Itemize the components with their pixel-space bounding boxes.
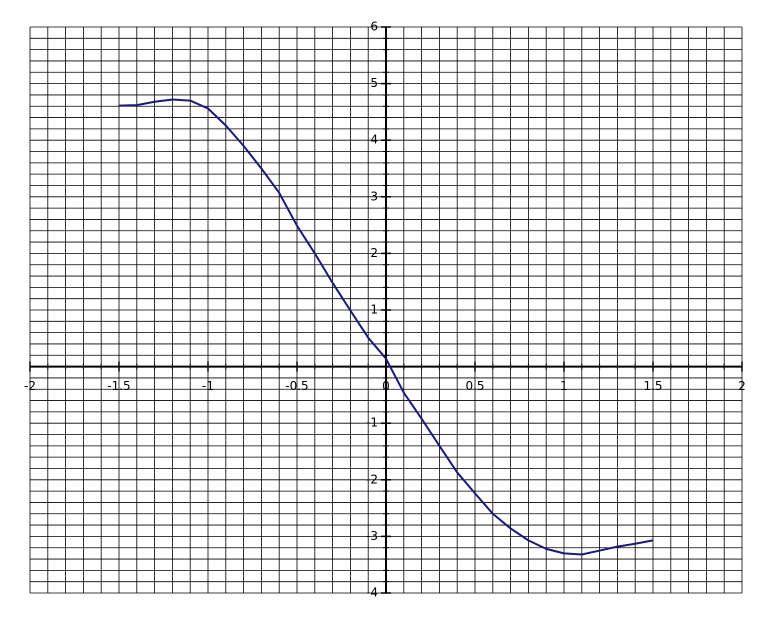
x-tick-label: -0.5 [285,379,308,393]
y-tick-label: 1 [370,303,378,317]
y-tick-label: 5 [370,76,378,90]
y-tick-label: 6 [370,20,378,34]
y-tick-label: -4 [366,586,378,600]
x-tick-label: 2 [738,379,746,393]
curve [118,98,654,556]
x-tick-label: 1 [560,379,568,393]
y-tick-label: 3 [370,189,378,203]
x-tick-label: -1.5 [107,379,130,393]
y-tick-label: 4 [370,133,378,147]
y-tick-label: -3 [366,529,378,543]
x-tick-label: 1.5 [643,379,662,393]
y-tick-label: -1 [366,416,378,430]
x-tick-label: -1 [202,379,214,393]
x-tick-label: -2 [24,379,36,393]
x-tick-label: 0.5 [465,379,484,393]
x-tick-label: 0 [382,379,390,393]
y-tick-label: -2 [366,472,378,486]
y-tick-label: 2 [370,246,378,260]
